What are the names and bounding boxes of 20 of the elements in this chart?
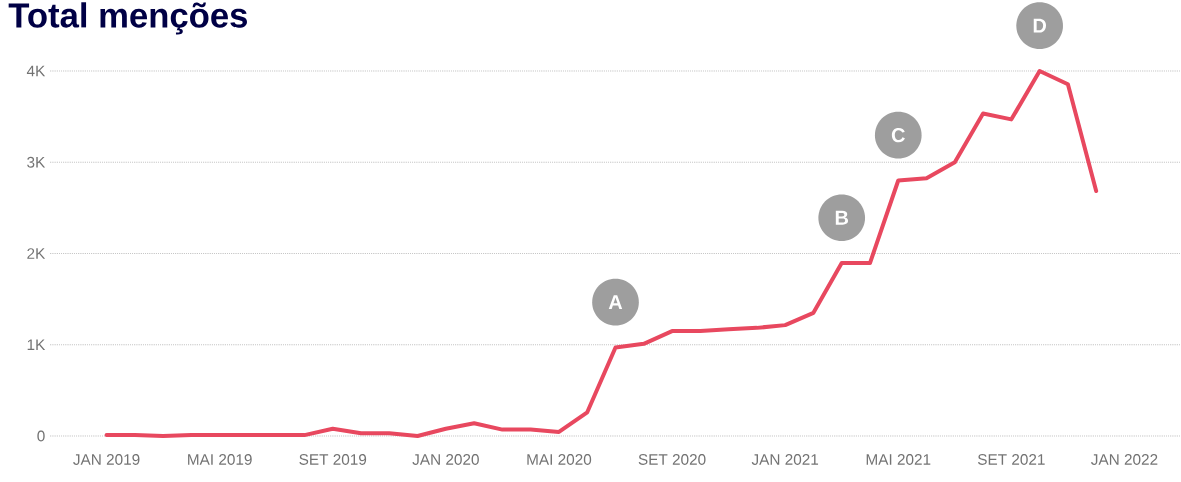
x-tick-label: MAI 2020: [527, 454, 592, 465]
y-tick-label: 0: [37, 430, 45, 442]
y-tick-label: 2K: [27, 248, 46, 259]
x-tick-label: SET 2020: [638, 454, 706, 465]
y-tick-label: 4K: [26, 65, 46, 77]
x-tick-label: MAI 2021: [866, 454, 931, 465]
x-tick-label: SET 2021: [977, 454, 1045, 465]
y-tick-label: 3K: [27, 156, 46, 168]
x-tick-label: JAN 2019: [73, 454, 140, 465]
x-tick-label: SET 2019: [299, 454, 367, 465]
x-tick-label: MAI 2019: [188, 454, 252, 465]
x-tick-label: JAN 2020: [412, 454, 479, 465]
y-tick-label: 1K: [27, 339, 46, 351]
annotation: C: [891, 128, 905, 143]
annotation: D: [1033, 18, 1047, 33]
x-tick-label: JAN 2021: [751, 454, 819, 465]
annotation: B: [835, 210, 849, 225]
chart-title: Total menções: [8, 2, 247, 35]
annotation: A: [608, 295, 623, 310]
x-tick-label: JAN 2022: [1091, 454, 1158, 465]
